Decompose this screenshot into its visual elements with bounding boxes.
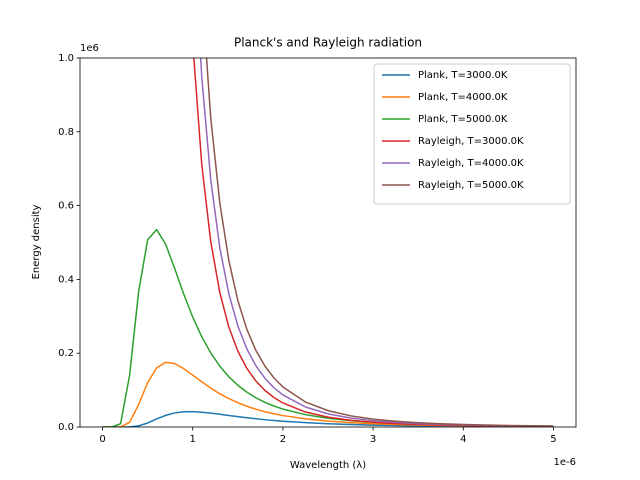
y-offset-label: 1e6: [80, 43, 99, 54]
legend-label: Plank, T=3000.0K: [418, 70, 508, 81]
x-offset-label: 1e-6: [554, 457, 577, 468]
y-tick-label: 0.8: [58, 127, 74, 138]
legend-label: Plank, T=4000.0K: [418, 92, 508, 103]
legend-label: Rayleigh, T=4000.0K: [418, 158, 524, 169]
legend-label: Rayleigh, T=5000.0K: [418, 180, 524, 191]
y-axis-label: Energy density: [31, 204, 42, 279]
x-tick-label: 5: [550, 434, 556, 445]
y-tick-label: 0.0: [58, 422, 74, 433]
series-line: [205, 58, 554, 427]
y-tick-label: 0.4: [58, 274, 74, 285]
y-tick-label: 1.0: [58, 53, 74, 64]
x-tick-label: 2: [280, 434, 286, 445]
x-axis-label: Wavelength (λ): [290, 460, 366, 471]
legend: Plank, T=3000.0K Plank, T=4000.0K Plank, T…: [373, 63, 571, 205]
legend-label: Plank, T=5000.0K: [418, 114, 508, 125]
x-tick-label: 0: [99, 434, 105, 445]
axes-frame: [79, 57, 577, 428]
y-tick-label: 0.2: [58, 348, 74, 359]
chart-title: Planck's and Rayleigh radiation: [234, 36, 422, 50]
legend-label: Rayleigh, T=3000.0K: [418, 136, 524, 147]
x-tick-label: 3: [370, 434, 376, 445]
x-tick-label: 4: [460, 434, 466, 445]
x-tick-label: 1: [190, 434, 196, 445]
legend-box: [373, 63, 571, 205]
y-tick-label: 0.6: [58, 201, 74, 212]
plot-area: [102, 58, 554, 427]
